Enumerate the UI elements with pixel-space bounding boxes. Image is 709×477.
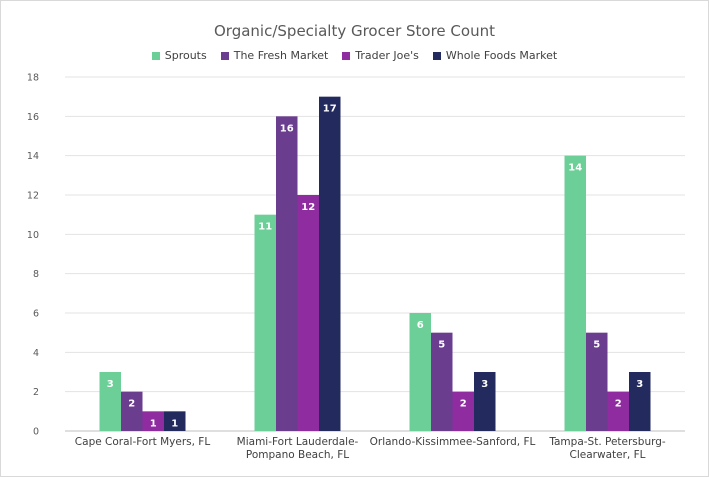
bar xyxy=(431,332,453,431)
legend-item-fresh-market: The Fresh Market xyxy=(220,49,329,62)
bar xyxy=(586,332,608,431)
bar-data-label: 3 xyxy=(636,379,643,390)
y-tick-label: 8 xyxy=(33,269,39,280)
bar-data-label: 5 xyxy=(593,340,600,351)
bar-data-label: 11 xyxy=(258,222,272,233)
bar xyxy=(629,372,651,431)
x-category-label: Tampa-St. Petersburg- xyxy=(548,436,666,448)
bar xyxy=(474,372,496,431)
bar-data-label: 14 xyxy=(568,163,582,174)
y-tick-label: 14 xyxy=(27,151,39,162)
legend-swatch-whole-foods xyxy=(432,51,441,60)
legend-swatch-sprouts xyxy=(151,51,160,60)
bar-data-label: 1 xyxy=(171,418,178,429)
legend-label-fresh-market: The Fresh Market xyxy=(233,49,329,62)
y-tick-label: 0 xyxy=(33,427,39,438)
bar xyxy=(297,195,319,431)
bar-data-label: 5 xyxy=(438,340,445,351)
legend-label-trader-joes: Trader Joe's xyxy=(355,49,419,62)
x-category-label: Cape Coral-Fort Myers, FL xyxy=(75,436,211,448)
bar xyxy=(319,96,341,432)
chart-title: Organic/Specialty Grocer Store Count xyxy=(214,22,495,40)
legend-swatch-fresh-market xyxy=(220,51,229,60)
bar xyxy=(564,155,586,431)
bar-data-label: 2 xyxy=(460,399,467,410)
bar xyxy=(142,411,164,431)
bar-data-label: 2 xyxy=(615,399,622,410)
bar-data-label: 2 xyxy=(128,399,135,410)
bar xyxy=(121,391,143,431)
bar xyxy=(452,391,474,431)
y-tick-label: 10 xyxy=(27,230,39,241)
y-tick-label: 12 xyxy=(27,191,39,202)
x-category-label: Clearwater, FL xyxy=(570,449,646,461)
y-tick-label: 16 xyxy=(27,112,39,123)
legend-label-sprouts: Sprouts xyxy=(164,49,207,62)
x-category-label: Pompano Beach, FL xyxy=(246,449,349,461)
y-tick-label: 4 xyxy=(33,348,39,359)
bar xyxy=(254,214,276,431)
x-category-label: Orlando-Kissimmee-Sanford, FL xyxy=(370,436,536,448)
legend-item-sprouts: Sprouts xyxy=(151,49,207,62)
y-tick-label: 18 xyxy=(27,73,39,84)
legend-item-whole-foods: Whole Foods Market xyxy=(432,49,558,62)
bar-data-label: 16 xyxy=(280,123,294,134)
bar-data-label: 3 xyxy=(481,379,488,390)
bar xyxy=(409,313,431,431)
bar xyxy=(276,116,298,431)
legend-swatch-trader-joes xyxy=(342,51,351,60)
legend-item-trader-joes: Trader Joe's xyxy=(342,49,419,62)
legend-label-whole-foods: Whole Foods Market xyxy=(445,49,558,62)
bar-data-label: 12 xyxy=(301,202,315,213)
bar-data-label: 3 xyxy=(107,379,114,390)
bar xyxy=(99,372,121,431)
y-tick-label: 2 xyxy=(33,387,39,398)
bar xyxy=(607,391,629,431)
bar-data-label: 17 xyxy=(323,104,337,115)
y-tick-label: 6 xyxy=(33,309,39,320)
chart-legend: Sprouts The Fresh Market Trader Joe's Wh… xyxy=(0,49,709,62)
x-category-label: Miami-Fort Lauderdale- xyxy=(237,436,359,448)
bar-data-label: 1 xyxy=(150,418,157,429)
bar-data-label: 6 xyxy=(417,320,424,331)
bar xyxy=(164,411,186,431)
